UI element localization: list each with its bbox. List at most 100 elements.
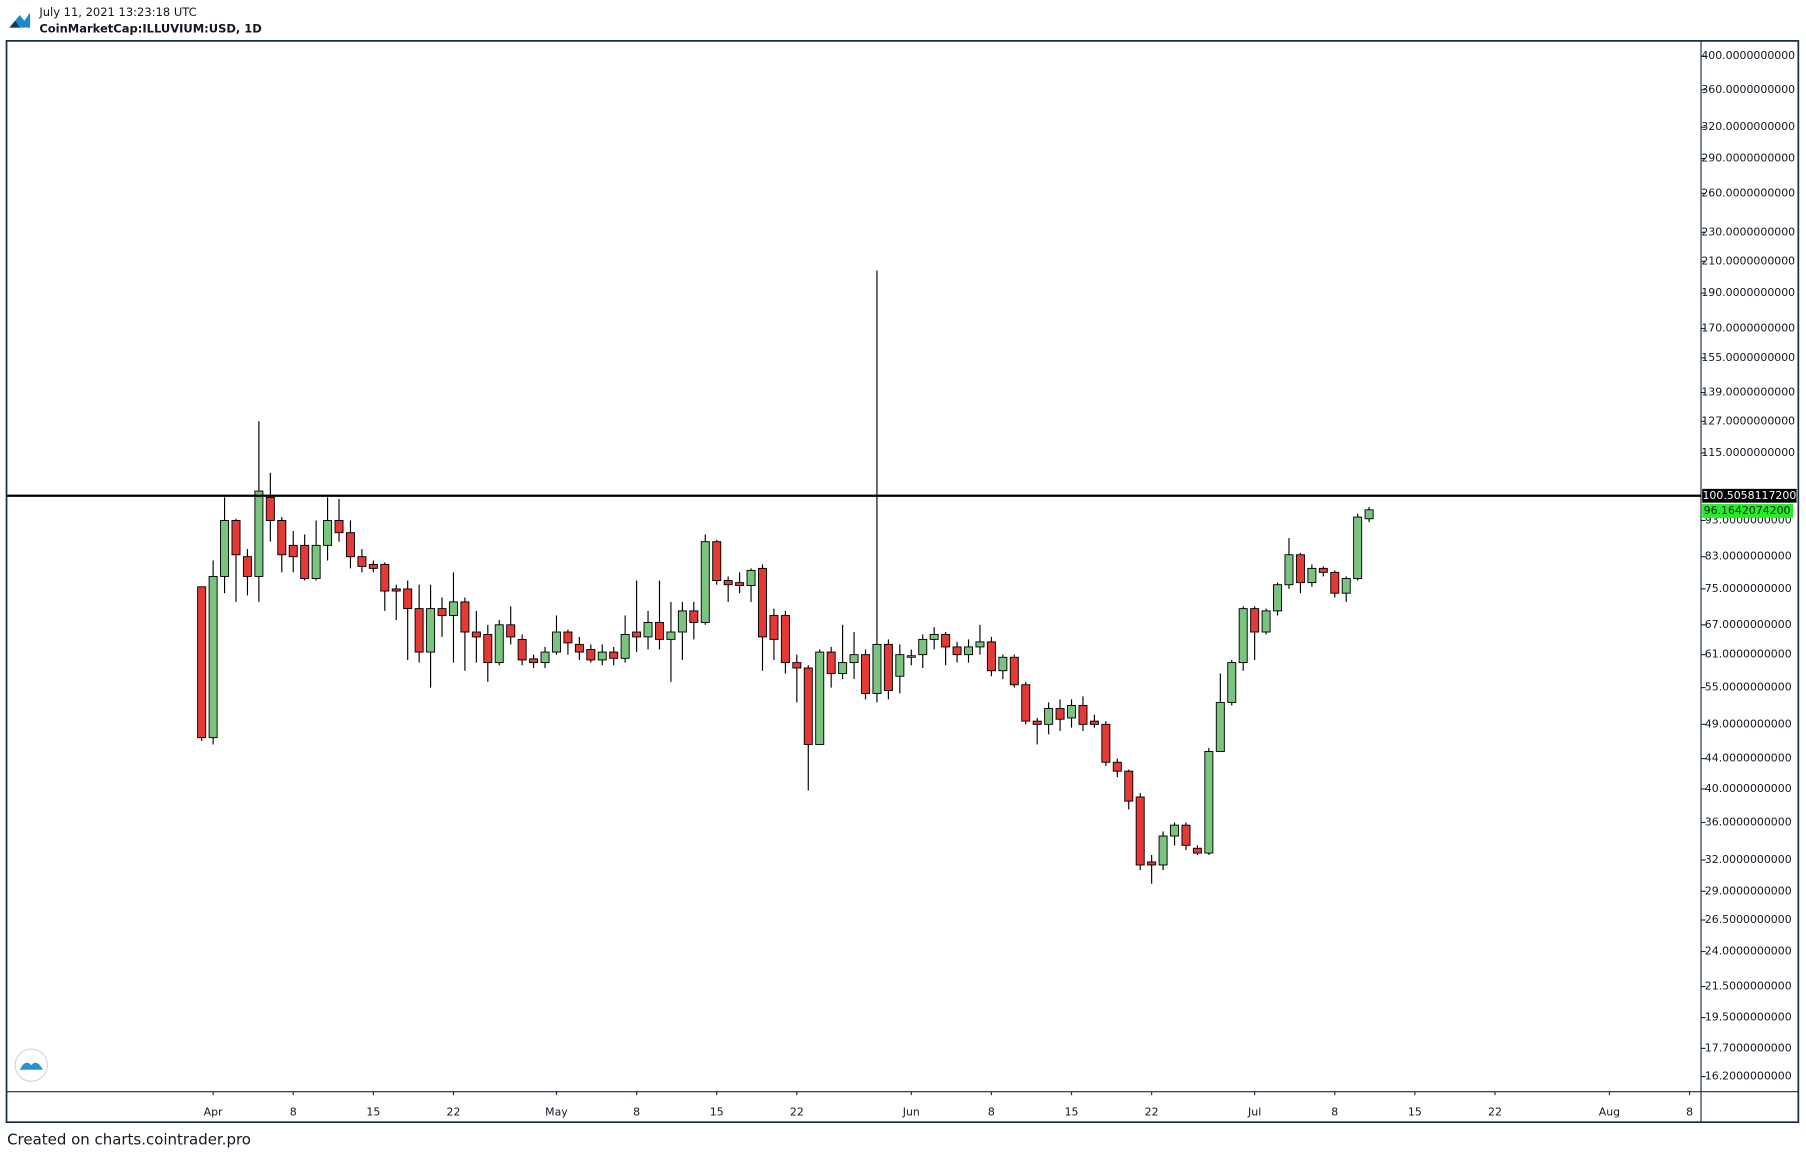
- x-tick-label: 8: [1686, 1105, 1693, 1118]
- candle-body: [345, 532, 355, 558]
- x-tick-label: 15: [1408, 1105, 1422, 1118]
- candle-body: [242, 556, 252, 577]
- candle-body: [368, 563, 378, 569]
- candle-body: [769, 614, 779, 640]
- candle-body: [838, 662, 848, 674]
- candle-body: [357, 556, 367, 567]
- candle-body: [746, 569, 756, 587]
- x-tick-label: Jun: [902, 1105, 920, 1118]
- x-tick-label: Jul: [1247, 1105, 1261, 1118]
- candle-body: [540, 651, 550, 664]
- candle-body: [1032, 720, 1042, 725]
- candle-body: [448, 601, 458, 616]
- candle-body: [643, 621, 653, 638]
- candle-body: [551, 631, 561, 653]
- y-tick-label: 115.0000000000: [1701, 446, 1795, 459]
- y-tick-label: 40.0000000000: [1705, 782, 1792, 795]
- y-tick-label: 29.0000000000: [1705, 884, 1792, 897]
- candle-body: [334, 520, 344, 534]
- candle-body: [323, 520, 333, 546]
- y-tick-label: 360.0000000000: [1701, 83, 1795, 96]
- candle-body: [197, 586, 207, 739]
- candle-body: [1067, 705, 1077, 719]
- candle-body: [941, 633, 951, 648]
- y-tick-label: 36.0000000000: [1705, 815, 1792, 828]
- candle-body: [437, 608, 447, 616]
- candle-body: [700, 541, 710, 623]
- candle-body: [208, 575, 218, 739]
- candle-body: [288, 544, 298, 558]
- horizontal-line-label-bg: [1702, 488, 1797, 503]
- x-tick-label: Aug: [1599, 1105, 1620, 1118]
- x-tick-label: 22: [1488, 1105, 1502, 1118]
- y-tick-label: 55.0000000000: [1705, 681, 1792, 694]
- last-price-label-bg: [1702, 504, 1794, 518]
- candle-body: [586, 649, 596, 661]
- candle-body: [1318, 567, 1328, 573]
- y-tick-label: 290.0000000000: [1701, 152, 1795, 165]
- y-tick-label: 24.0000000000: [1705, 945, 1792, 958]
- candle-body: [861, 654, 870, 694]
- candle-body: [803, 667, 813, 745]
- candle-body: [265, 496, 275, 521]
- candle-body: [220, 520, 230, 577]
- candle-body: [1307, 567, 1317, 584]
- candle-body: [792, 662, 802, 669]
- candle-body: [1353, 516, 1363, 579]
- candle-body: [895, 654, 905, 677]
- last-price-label: 96.1642074200: [1704, 504, 1791, 517]
- candle-body: [1101, 723, 1111, 763]
- candle-body: [1250, 608, 1260, 633]
- timestamp: July 11, 2021 13:23:18 UTC: [38, 5, 196, 19]
- candle-body: [666, 631, 676, 640]
- candle-body: [1261, 610, 1271, 633]
- candle-body: [460, 601, 470, 633]
- candle-body: [780, 614, 790, 664]
- candle-body: [426, 608, 436, 653]
- candle-body: [1170, 824, 1180, 837]
- y-tick-label: 17.7000000000: [1705, 1041, 1792, 1054]
- candle-body: [815, 651, 825, 745]
- y-tick-label: 83.0000000000: [1705, 550, 1792, 563]
- candle-body: [597, 651, 607, 661]
- candle-body: [918, 638, 928, 656]
- y-tick-label: 21.5000000000: [1705, 980, 1792, 993]
- candle-body: [414, 608, 424, 653]
- candle-body: [1295, 554, 1305, 584]
- candle-body: [277, 520, 287, 556]
- candle-body: [654, 621, 664, 640]
- candle-body: [712, 541, 722, 582]
- x-tick-label: 15: [1065, 1105, 1079, 1118]
- candle-body: [300, 544, 310, 579]
- candle-body: [403, 588, 413, 610]
- candle-body: [952, 646, 962, 656]
- candle-body: [1330, 571, 1340, 594]
- y-tick-label: 155.0000000000: [1701, 351, 1795, 364]
- y-tick-label: 260.0000000000: [1701, 186, 1795, 199]
- candle-body: [380, 563, 390, 592]
- candle-body: [254, 490, 264, 577]
- candle-body: [1089, 720, 1099, 725]
- candle-body: [975, 641, 985, 648]
- x-tick-label: May: [545, 1105, 568, 1118]
- candle-body: [872, 643, 882, 694]
- x-tick-label: 15: [710, 1105, 724, 1118]
- x-tick-label: 8: [290, 1105, 297, 1118]
- candle-body: [677, 610, 687, 633]
- y-tick-label: 16.2000000000: [1705, 1070, 1792, 1083]
- outer-frame: [5, 40, 1800, 1124]
- candle-body: [1215, 701, 1225, 752]
- y-tick-label: 170.0000000000: [1701, 322, 1795, 335]
- x-tick-label: 8: [1331, 1105, 1338, 1118]
- candle-body: [906, 655, 916, 658]
- symbol: CoinMarketCap:ILLUVIUM:USD, 1D: [39, 21, 262, 35]
- y-tick-label: 210.0000000000: [1701, 254, 1795, 267]
- candle-body: [1364, 509, 1374, 520]
- footer: Created on charts.cointrader.pro: [7, 1131, 251, 1149]
- candle-body: [1181, 824, 1191, 846]
- candle-body: [1112, 761, 1122, 772]
- y-tick-label: 139.0000000000: [1701, 386, 1795, 399]
- candle-body: [826, 651, 836, 674]
